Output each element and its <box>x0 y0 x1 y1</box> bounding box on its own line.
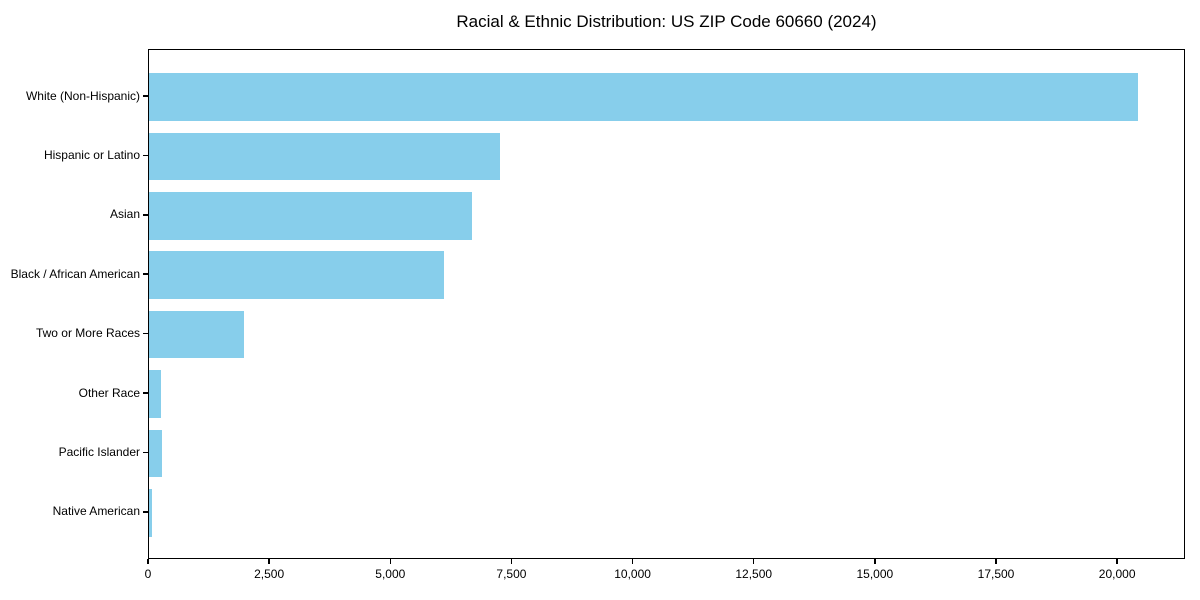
y-tick-mark <box>143 392 148 394</box>
x-tick-mark <box>268 559 270 564</box>
y-tick-mark <box>143 332 148 335</box>
bar-asian <box>149 192 472 240</box>
y-tick-label-black-african-american: Black / African American <box>10 266 140 281</box>
x-tick-mark <box>631 559 634 564</box>
x-tick-mark <box>147 559 149 564</box>
x-tick-label-17500: 17,500 <box>977 567 1015 581</box>
x-tick-label-0: 0 <box>144 567 152 581</box>
y-tick-label-native-american: Native American <box>52 504 140 519</box>
chart-title: Racial & Ethnic Distribution: US ZIP Cod… <box>456 12 877 31</box>
y-tick-mark <box>143 95 148 97</box>
x-tick-label-10000: 10,000 <box>614 567 651 581</box>
bar-white-non-hispanic <box>149 73 1138 121</box>
x-tick-label-5000: 5,000 <box>375 567 406 581</box>
bar-hispanic-or-latino <box>149 132 501 181</box>
x-tick-mark <box>752 559 755 564</box>
x-tick-mark <box>995 559 997 564</box>
y-tick-mark <box>143 273 148 275</box>
x-tick-mark <box>389 559 392 564</box>
x-tick-mark <box>1116 559 1118 564</box>
x-tick-label-7500: 7,500 <box>496 567 527 581</box>
bar-black-african-american <box>149 251 445 299</box>
x-tick-label-20000: 20,000 <box>1098 567 1136 581</box>
bar-other-race <box>149 370 161 418</box>
y-tick-label-white-non-hispanic: White (Non-Hispanic) <box>25 88 140 103</box>
y-tick-mark <box>143 214 148 216</box>
y-tick-label-asian: Asian <box>109 207 140 222</box>
y-tick-mark <box>143 511 148 513</box>
y-tick-label-other-race: Other Race <box>78 385 140 400</box>
x-tick-label-12500: 12,500 <box>735 567 773 581</box>
y-tick-label-two-or-more-races: Two or More Races <box>35 326 140 341</box>
bar-pacific-islander <box>149 429 162 478</box>
x-tick-mark <box>874 559 876 564</box>
y-tick-mark <box>143 451 148 454</box>
bar-two-or-more-races <box>149 310 244 359</box>
bar-native-american <box>149 489 152 537</box>
y-tick-mark <box>143 154 148 157</box>
y-tick-label-hispanic-or-latino: Hispanic or Latino <box>43 147 140 162</box>
x-tick-mark <box>510 559 513 564</box>
x-tick-label-15000: 15,000 <box>856 567 894 581</box>
x-tick-label-2500: 2,500 <box>254 567 285 581</box>
plot-area <box>148 49 1185 559</box>
y-tick-label-pacific-islander: Pacific Islander <box>58 444 140 459</box>
